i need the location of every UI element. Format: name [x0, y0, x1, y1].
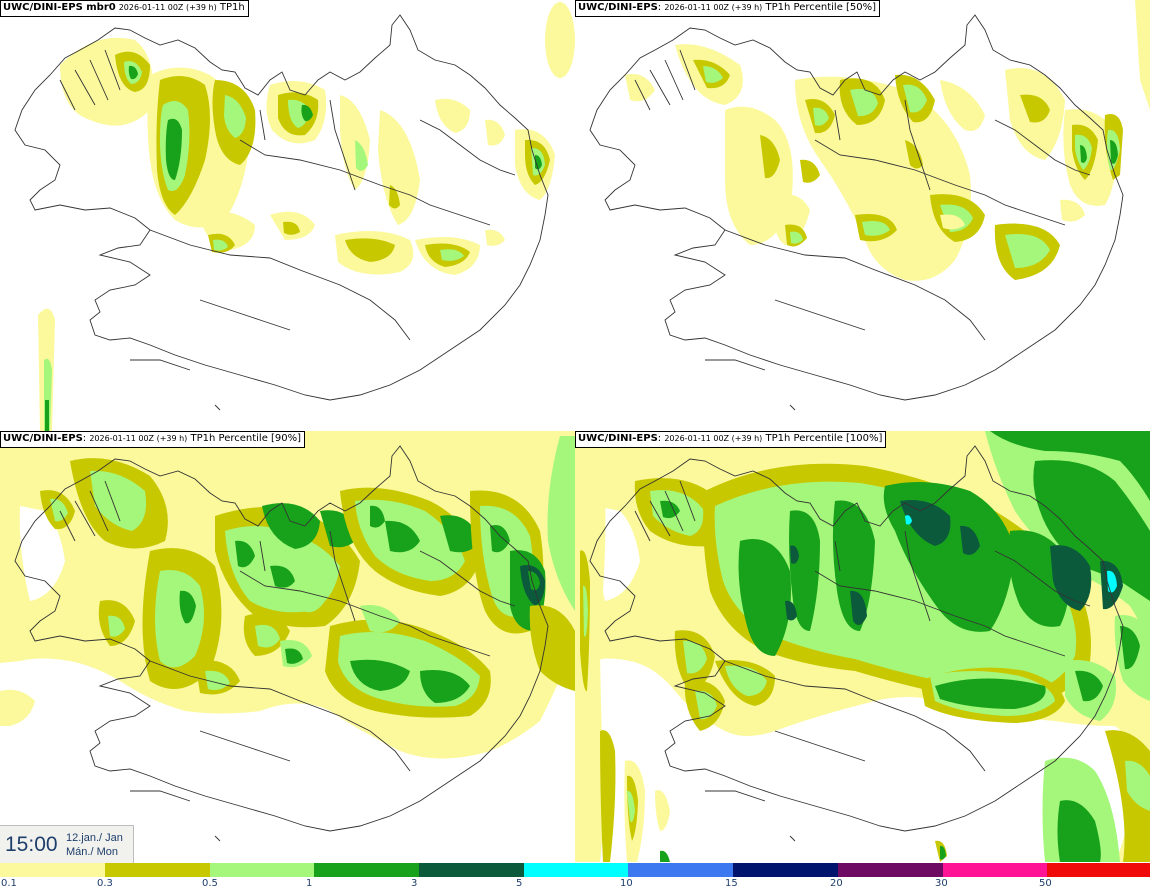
- model-name: UWC/DINI-EPS: [3, 2, 83, 13]
- legend-swatch: [524, 863, 628, 877]
- panel-title: UWC/DINI-EPS mbr0 2026-01-11 00Z (+39 h) …: [0, 0, 249, 17]
- map-panel-p90[interactable]: UWC/DINI-EPS: 2026-01-11 00Z (+39 h) TP1…: [0, 431, 575, 862]
- coastline: [14, 445, 549, 842]
- valid-date: 12.jan./ Jan Mán./ Mon: [66, 831, 123, 859]
- panel-title: UWC/DINI-EPS: 2026-01-11 00Z (+39 h) TP1…: [575, 431, 887, 448]
- legend-tick-label: 10: [620, 878, 633, 889]
- map-panel-grid: UWC/DINI-EPS mbr0 2026-01-11 00Z (+39 h) …: [0, 0, 1150, 862]
- legend-tick-label: 15: [725, 878, 738, 889]
- run-time: 2026-01-11 00Z (+39 h): [664, 434, 763, 443]
- panel-title: UWC/DINI-EPS: 2026-01-11 00Z (+39 h) TP1…: [575, 0, 881, 17]
- legend-swatch: [419, 863, 524, 877]
- color-legend: 0.1 0.3 0.5 1 3 5 10 15 20 30 50: [0, 862, 1150, 891]
- precipitation-map: [589, 0, 1150, 411]
- legend-tick-label: 50: [1039, 878, 1052, 889]
- legend-swatch: [210, 863, 314, 877]
- model-name: UWC/DINI-EPS: [3, 433, 83, 444]
- valid-time-box: 15:00 12.jan./ Jan Mán./ Mon: [0, 825, 134, 863]
- run-time: 2026-01-11 00Z (+39 h): [118, 3, 217, 12]
- precip-fill: [625, 0, 1150, 281]
- legend-swatch: [1047, 863, 1150, 877]
- map-panel-p50[interactable]: UWC/DINI-EPS: 2026-01-11 00Z (+39 h) TP1…: [575, 0, 1150, 431]
- legend-tick-label: 0.5: [202, 878, 218, 889]
- field-label: TP1h: [219, 2, 245, 13]
- legend-swatch: [838, 863, 943, 877]
- legend-tick-label: 3: [411, 878, 418, 889]
- field-label: TP1h Percentile [100%]: [765, 433, 883, 444]
- precip-fill: [575, 431, 1150, 862]
- member-label: mbr0: [82, 2, 116, 13]
- map-panel-p100[interactable]: UWC/DINI-EPS: 2026-01-11 00Z (+39 h) TP1…: [575, 431, 1150, 862]
- legend-swatch: [0, 863, 105, 877]
- model-name: UWC/DINI-EPS: [578, 2, 658, 13]
- legend-swatch: [628, 863, 733, 877]
- legend-tick-label: 30: [935, 878, 948, 889]
- valid-date-line2: Mán./ Mon: [66, 846, 118, 858]
- legend-swatch: [733, 863, 838, 877]
- coastline: [589, 445, 1124, 842]
- run-time: 2026-01-11 00Z (+39 h): [664, 3, 763, 12]
- legend-swatch: [943, 863, 1047, 877]
- field-label: TP1h Percentile [50%]: [765, 2, 877, 13]
- valid-date-line1: 12.jan./ Jan: [66, 832, 123, 844]
- legend-tick-label: 5: [516, 878, 523, 889]
- precipitation-map: [14, 2, 575, 431]
- map-panel-member0[interactable]: UWC/DINI-EPS mbr0 2026-01-11 00Z (+39 h) …: [0, 0, 575, 431]
- precipitation-map: [0, 431, 575, 842]
- precipitation-map: [575, 431, 1150, 862]
- precip-fill: [38, 2, 575, 431]
- run-time: 2026-01-11 00Z (+39 h): [89, 434, 188, 443]
- panel-title: UWC/DINI-EPS: 2026-01-11 00Z (+39 h) TP1…: [0, 431, 306, 448]
- legend-swatch: [314, 863, 419, 877]
- valid-time: 15:00: [5, 833, 58, 856]
- legend-tick-label: 0.1: [1, 878, 17, 889]
- legend-tick-label: 1: [306, 878, 313, 889]
- field-label: TP1h Percentile [90%]: [190, 433, 302, 444]
- precip-fill: [0, 431, 575, 759]
- legend-tick-label: 0.3: [97, 878, 113, 889]
- legend-tick-label: 20: [830, 878, 843, 889]
- model-name: UWC/DINI-EPS: [578, 433, 658, 444]
- coastline: [14, 14, 549, 411]
- coastline: [589, 14, 1124, 411]
- legend-swatch: [105, 863, 210, 877]
